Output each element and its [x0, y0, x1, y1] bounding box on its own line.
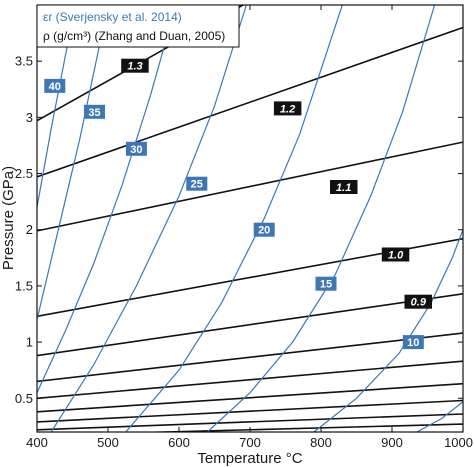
density-label-text-1: 1.2 [280, 103, 295, 115]
x-tick-label-1: 500 [97, 435, 119, 450]
x-tick-label-3: 700 [239, 435, 261, 450]
density-label-2: 1.1 [330, 180, 358, 194]
dielectric-label-bg-4 [186, 176, 208, 191]
dielectric-label-bg-3 [125, 141, 147, 156]
dielectric-label-text-4: 25 [191, 179, 203, 191]
density-label-0: 1.3 [121, 58, 149, 73]
legend-box [36, 4, 240, 48]
dielectric-label-5: 20 [253, 222, 275, 237]
dielectric-label-3: 30 [125, 141, 147, 156]
density-line-1 [37, 26, 463, 178]
density-line-0 [37, 5, 245, 122]
density-label-bg-1 [273, 101, 302, 116]
density-line-5 [37, 332, 463, 383]
legend-entry-density: ρ (g/cm³) (Zhang and Duan, 2005) [43, 29, 225, 43]
dielectric-line-5 [125, 5, 343, 432]
dielectric-label-bg-5 [253, 222, 275, 237]
x-axis-title: Temperature °C [197, 450, 302, 467]
density-line-7 [37, 382, 463, 413]
density-label-4: 0.9 [404, 294, 432, 309]
legend-entry-dielectric: εr (Sverjensky et al. 2014) [43, 10, 182, 24]
plot-background [37, 5, 463, 432]
x-axis: 400 500 600 700 800 900 1000 [26, 5, 473, 450]
density-line-2 [37, 141, 463, 232]
dielectric-label-text-1: 40 [49, 81, 61, 93]
dielectric-label-bg-7 [402, 335, 424, 350]
dielectric-line-3 [37, 5, 177, 393]
dielectric-line-8 [416, 401, 463, 432]
dielectric-label-bg-6 [315, 276, 337, 291]
dielectric-label-1: 40 [44, 78, 66, 93]
density-line-6 [37, 360, 463, 400]
density-label-bg-3 [381, 247, 410, 262]
dielectric-label-7: 10 [402, 335, 424, 350]
dielectric-label-text-5: 20 [258, 225, 270, 237]
x-tick-label-5: 900 [381, 435, 403, 450]
dielectric-label-text-6: 15 [320, 279, 332, 291]
y-tick-label-0: 0.5 [15, 391, 33, 406]
y-tick-label-4: 2.5 [15, 166, 33, 181]
dielectric-line-4 [50, 5, 247, 432]
y-tick-label-5: 3 [26, 110, 33, 125]
dielectric-label-text-7: 10 [407, 337, 419, 349]
x-tick-label-6: 1000 [444, 435, 473, 450]
density-label-3: 1.0 [381, 247, 410, 262]
dielectric-label-4: 25 [186, 176, 208, 191]
x-tick-label-4: 800 [310, 435, 332, 450]
density-label-1: 1.2 [273, 101, 302, 116]
y-axis: 0.5 1 1.5 2 2.5 3 3.5 [15, 54, 463, 406]
density-line-8 [37, 399, 463, 423]
density-label-text-4: 0.9 [411, 297, 427, 309]
dielectric-label-bg-1 [44, 78, 66, 93]
density-label-bg-2 [330, 180, 358, 194]
dielectric-line-6 [206, 5, 436, 432]
dielectric-line-0 [37, 5, 38, 6]
y-tick-label-3: 2 [26, 222, 33, 237]
density-label-text-3: 1.0 [388, 250, 404, 262]
y-tick-label-6: 3.5 [15, 54, 33, 69]
x-tick-label-0: 400 [26, 435, 48, 450]
x-tick-label-2: 600 [168, 435, 190, 450]
dielectric-label-text-2: 35 [88, 107, 100, 119]
density-label-bg-0 [121, 58, 149, 73]
line-labels: 1.3 1.2 1.1 1.0 0.9 40 35 30 25 20 15 10 [44, 58, 432, 350]
density-label-text-0: 1.3 [127, 61, 142, 73]
y-axis-title: Pressure (GPa) [0, 166, 17, 270]
y-tick-label-1: 1 [26, 335, 33, 350]
dielectric-label-text-3: 30 [130, 144, 142, 156]
dielectric-label-bg-2 [84, 104, 105, 119]
dielectric-label-6: 15 [315, 276, 337, 291]
dielectric-lines [37, 5, 463, 432]
legend: εr (Sverjensky et al. 2014) ρ (g/cm³) (Z… [36, 4, 240, 48]
dielectric-label-2: 35 [84, 104, 105, 119]
density-label-text-2: 1.1 [336, 182, 351, 194]
density-line-4 [37, 293, 463, 357]
density-label-bg-4 [404, 294, 432, 309]
y-tick-label-2: 1.5 [15, 278, 33, 293]
dielectric-line-7 [313, 229, 463, 432]
